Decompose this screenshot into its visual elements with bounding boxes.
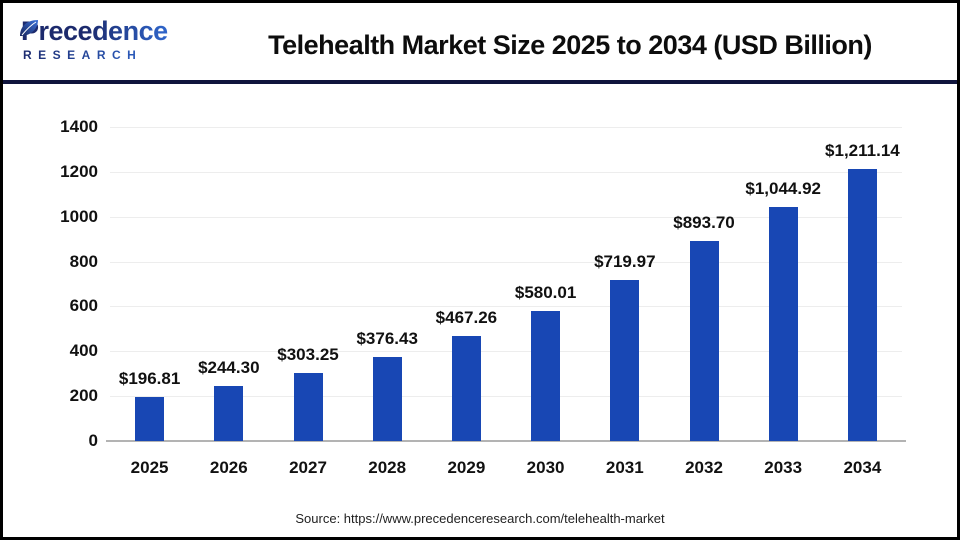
gridline-1400 [110, 127, 902, 128]
gridline-1200 [110, 171, 902, 173]
gridline-400 [110, 351, 902, 353]
y-tick-label: 0 [88, 431, 98, 450]
x-tick-label: 2032 [685, 458, 723, 477]
y-tick-label: 400 [69, 341, 98, 361]
bar-value-label: $580.01 [514, 282, 577, 302]
bar-value-label: $467.26 [435, 308, 498, 328]
bar-2032 [689, 240, 719, 441]
x-tick-label: 2029 [447, 458, 486, 477]
x-tick-label: 2034 [843, 458, 882, 477]
bar-2031 [610, 279, 640, 441]
bar-value-label: $244.30 [198, 358, 260, 378]
y-tick-label: 800 [69, 251, 98, 271]
bar-value-label: $719.97 [594, 251, 656, 271]
bar-value-label: $1,044.92 [745, 178, 822, 198]
bar-2027 [293, 372, 323, 441]
x-tick-label: 2025 [130, 458, 169, 477]
source-text: Source: https://www.precedenceresearch.c… [295, 511, 665, 526]
bar-value-label: $376.43 [356, 328, 418, 348]
y-tick-label: 600 [69, 296, 98, 316]
bar-value-label: $196.81 [118, 368, 181, 388]
bar-value-label: $893.70 [673, 212, 735, 232]
gridline-600 [110, 306, 902, 308]
bar-2026 [214, 386, 244, 441]
logo-wordmark-row: Precedence [19, 18, 168, 45]
logo-wordmark: Precedence [21, 16, 168, 46]
bar-2025 [135, 396, 165, 441]
header-divider [3, 80, 957, 84]
bar-2034 [847, 169, 877, 441]
page-title: Telehealth Market Size 2025 to 2034 (USD… [268, 30, 872, 60]
x-axis-line [106, 440, 906, 442]
bar-chart: 0 200 400 600 800 1000 1200 1400 $196.81 2025 $244… [3, 3, 957, 537]
x-tick-label: 2033 [764, 458, 803, 477]
bar-2033 [768, 206, 798, 441]
x-tick-label: 2028 [368, 458, 407, 477]
y-tick-label: 1400 [60, 117, 98, 136]
y-tick-label: 200 [69, 386, 98, 406]
logo-subtext: RESEARCH [19, 49, 189, 61]
bar-value-label: $1,211.14 [825, 141, 900, 161]
gridline-1000 [110, 216, 902, 218]
bar-2029 [451, 336, 481, 441]
gridline-200 [110, 396, 902, 398]
bar-value-label: $303.25 [277, 344, 339, 364]
header: Precedence RESEARCH Telehealth Market Si… [3, 3, 957, 80]
bar-2030 [531, 310, 561, 441]
y-tick-label: 1200 [60, 161, 98, 181]
precedence-research-logo: Precedence RESEARCH [19, 18, 189, 61]
y-tick-label: 1000 [60, 206, 98, 226]
x-tick-label: 2031 [605, 458, 644, 477]
x-tick-label: 2030 [526, 458, 565, 477]
gridline-800 [110, 261, 902, 263]
x-tick-label: 2027 [289, 458, 327, 477]
x-tick-label: 2026 [209, 458, 248, 477]
bar-2028 [372, 356, 402, 441]
